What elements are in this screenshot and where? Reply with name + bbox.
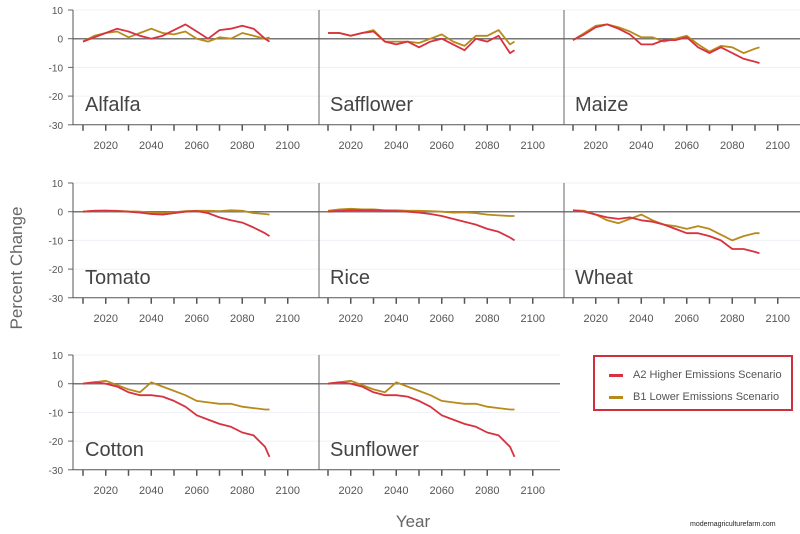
series-line-a2-rice [327, 209, 515, 242]
panel-title-sunflower: Sunflower [330, 439, 419, 461]
series-line-b1-cotton [82, 379, 270, 411]
panel-title-wheat: Wheat [575, 267, 633, 289]
y-tick-label: 0 [57, 380, 63, 391]
y-tick-label: -30 [49, 121, 64, 132]
x-tick-label: 2060 [185, 313, 209, 325]
x-tick-label: 2060 [185, 140, 209, 152]
x-tick-label: 2100 [276, 485, 300, 497]
panel-title-maize: Maize [575, 94, 628, 116]
x-axis-label: Year [396, 512, 431, 531]
y-tick-label: 10 [52, 6, 64, 17]
series-line-b1-sunflower [327, 379, 515, 411]
panel-title-alfalfa: Alfalfa [85, 94, 141, 116]
x-tick-label: 2060 [430, 313, 454, 325]
x-tick-label: 2040 [139, 140, 163, 152]
x-tick-label: 2060 [675, 140, 699, 152]
x-tick-label: 2100 [521, 485, 545, 497]
x-tick-label: 2040 [384, 140, 408, 152]
y-tick-label: -20 [49, 92, 64, 103]
y-tick-label: 10 [52, 351, 64, 362]
x-tick-label: 2040 [384, 313, 408, 325]
x-tick-label: 2100 [521, 313, 545, 325]
x-tick-label: 2100 [766, 313, 790, 325]
y-tick-label: 0 [57, 208, 63, 219]
y-tick-label: -10 [49, 63, 64, 74]
series-line-a2-safflower [328, 30, 515, 54]
x-tick-label: 2100 [276, 140, 300, 152]
x-tick-label: 2020 [94, 140, 118, 152]
x-tick-label: 2040 [629, 140, 653, 152]
y-axis-label: Percent Change [7, 207, 26, 330]
series-line-b1-alfalfa [82, 27, 270, 43]
y-tick-label: -10 [49, 236, 64, 247]
y-tick-label: 0 [57, 35, 63, 46]
x-tick-label: 2020 [339, 485, 363, 497]
x-tick-label: 2020 [584, 140, 608, 152]
series-line-b1-wheat [572, 209, 760, 242]
x-tick-label: 2080 [475, 140, 499, 152]
x-tick-label: 2100 [766, 140, 790, 152]
series-line-a2-maize [572, 23, 760, 64]
x-tick-label: 2100 [276, 313, 300, 325]
y-tick-label: -10 [49, 408, 64, 419]
x-tick-label: 2060 [430, 140, 454, 152]
x-tick-label: 2040 [139, 313, 163, 325]
x-tick-label: 2080 [230, 140, 254, 152]
panel-title-safflower: Safflower [330, 94, 413, 116]
x-tick-label: 2040 [384, 485, 408, 497]
panel-title-cotton: Cotton [85, 439, 144, 461]
series-line-a2-wheat [572, 209, 760, 255]
legend: A2 Higher Emissions Scenario B1 Lower Em… [593, 355, 793, 411]
x-tick-label: 2080 [475, 313, 499, 325]
series-line-a2-sunflower [327, 381, 516, 458]
x-tick-label: 2040 [629, 313, 653, 325]
series-line-a2-cotton [82, 381, 271, 458]
legend-swatch-b1 [609, 395, 623, 399]
legend-item-a2: A2 Higher Emissions Scenario [609, 369, 782, 381]
watermark: modernagriculturefarm.com [690, 521, 776, 528]
x-tick-label: 2040 [139, 485, 163, 497]
x-tick-label: 2020 [339, 313, 363, 325]
x-tick-label: 2060 [185, 485, 209, 497]
legend-label-b1: B1 Lower Emissions Scenario [633, 391, 780, 403]
x-tick-label: 2080 [720, 313, 744, 325]
y-tick-label: -30 [49, 294, 64, 305]
legend-item-b1: B1 Lower Emissions Scenario [609, 391, 779, 403]
legend-label-a2: A2 Higher Emissions Scenario [633, 369, 782, 381]
y-tick-label: -30 [49, 466, 64, 477]
x-tick-label: 2080 [230, 485, 254, 497]
series-line-b1-rice [327, 207, 515, 217]
x-tick-label: 2020 [94, 313, 118, 325]
x-tick-label: 2020 [94, 485, 118, 497]
series-line-a2-tomato [82, 209, 270, 237]
panel-title-rice: Rice [330, 267, 370, 289]
x-tick-label: 2060 [675, 313, 699, 325]
panel-title-tomato: Tomato [85, 267, 151, 289]
x-tick-label: 2020 [584, 313, 608, 325]
x-tick-label: 2080 [230, 313, 254, 325]
y-tick-label: -20 [49, 265, 64, 276]
series-line-a2-alfalfa [82, 23, 270, 43]
x-tick-label: 2080 [475, 485, 499, 497]
x-tick-label: 2100 [521, 140, 545, 152]
x-tick-label: 2020 [339, 140, 363, 152]
y-tick-label: 10 [52, 179, 64, 190]
x-tick-label: 2060 [430, 485, 454, 497]
y-tick-label: -20 [49, 437, 64, 448]
legend-swatch-a2 [609, 373, 623, 377]
x-tick-label: 2080 [720, 140, 744, 152]
